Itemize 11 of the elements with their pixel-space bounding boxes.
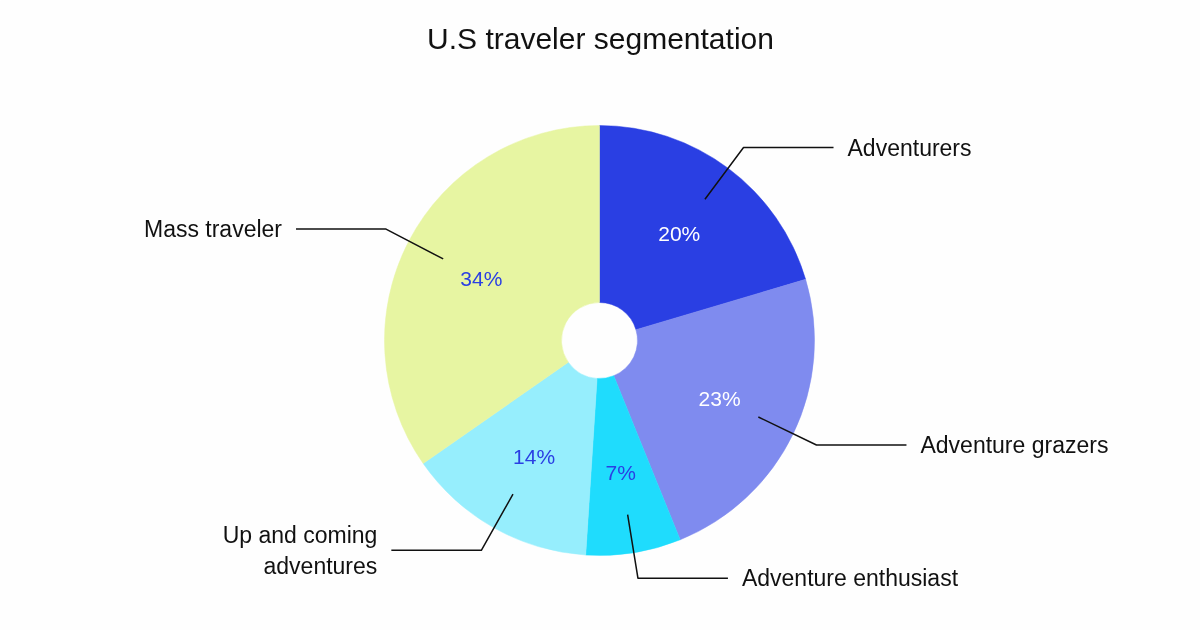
slice-label: Adventurers <box>847 134 972 161</box>
data-label: 7% <box>605 460 636 484</box>
slice-label: Up and coming adventures <box>222 521 378 579</box>
data-label: 20% <box>658 222 701 246</box>
slice-label: Adventure grazers <box>920 431 1109 458</box>
chart-title: U.S traveler segmentation <box>427 22 774 55</box>
data-label: 34% <box>460 267 503 291</box>
data-label: 14% <box>513 445 556 469</box>
slice-label: Mass traveler <box>143 216 283 243</box>
slice-label: Adventure enthusiast <box>741 565 959 592</box>
data-label: 23% <box>698 386 741 410</box>
